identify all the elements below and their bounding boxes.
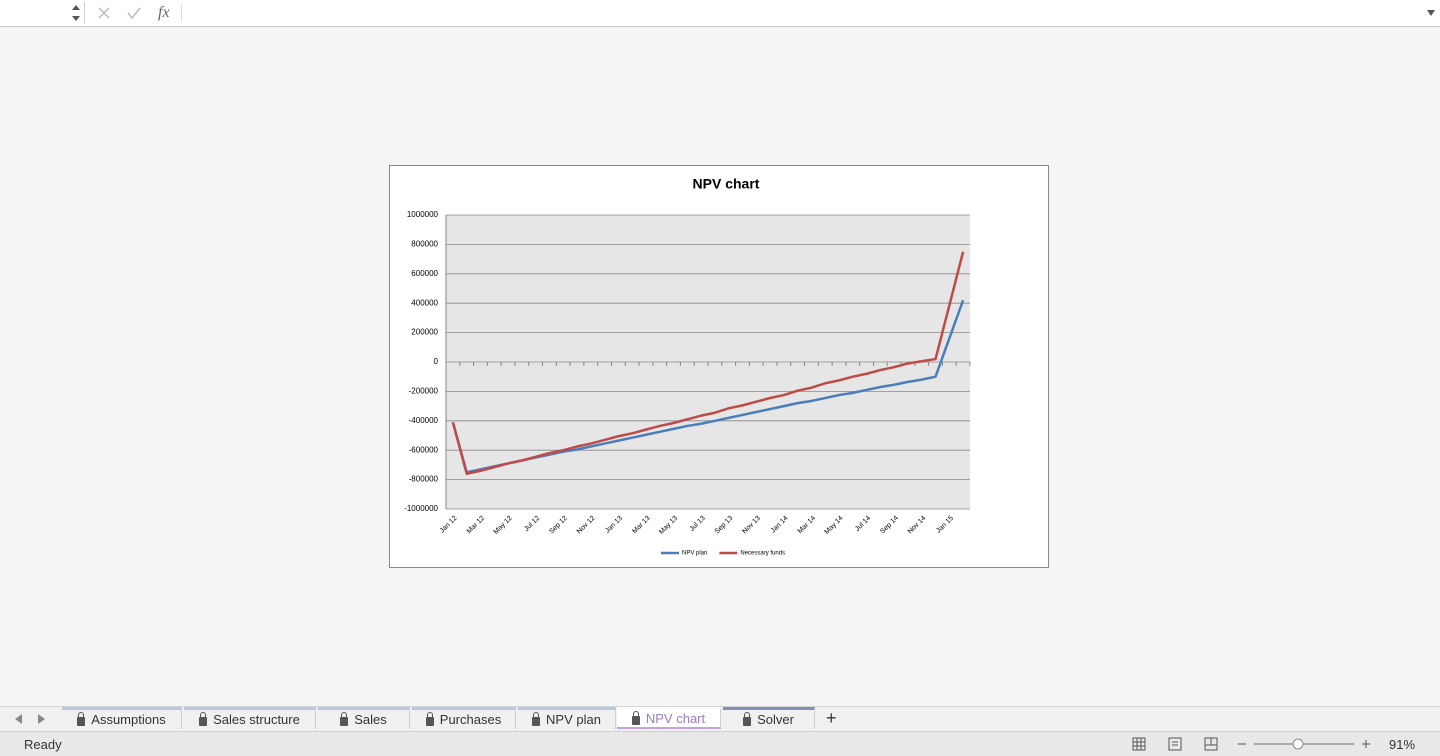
name-box[interactable] <box>0 2 85 24</box>
add-sheet[interactable]: + <box>826 708 837 728</box>
y-tick-label: 1000000 <box>407 210 439 219</box>
formula-bar: fx <box>0 0 1440 27</box>
status-text: Ready <box>24 737 62 752</box>
sheet-tab[interactable]: Sales <box>318 707 410 729</box>
legend-label: Necessary funds <box>740 551 785 557</box>
sheet-tab[interactable]: Solver <box>723 707 815 729</box>
legend-label: NPV plan <box>682 551 707 557</box>
tab-label: Sales <box>354 712 387 727</box>
expand-formula[interactable] <box>1426 8 1436 18</box>
y-tick-label: -800000 <box>409 475 439 484</box>
formula-buttons <box>98 7 141 20</box>
sheet-tab[interactable]: Purchases <box>412 707 516 729</box>
status-bar: Ready 91% <box>0 731 1440 756</box>
y-tick-label: 0 <box>434 357 439 366</box>
y-tick-label: 600000 <box>411 269 438 278</box>
tab-nav[interactable] <box>12 713 52 725</box>
y-tick-label: -400000 <box>409 416 439 425</box>
chart-title: NPV chart <box>693 176 760 192</box>
tab-label: Assumptions <box>91 712 166 727</box>
sheet-tab-active[interactable]: NPV chart <box>617 707 721 729</box>
y-tick-label: -600000 <box>409 445 439 454</box>
series-line <box>451 251 965 475</box>
fx-label[interactable]: fx <box>158 4 170 21</box>
y-tick-label: 800000 <box>411 240 438 249</box>
y-tick-label: -200000 <box>409 387 439 396</box>
tab-label: Sales structure <box>213 712 300 727</box>
sheet-tab-bar: Assumptions Sales structure Sales Purcha… <box>0 706 1440 732</box>
tab-label: NPV chart <box>645 711 706 726</box>
sheet-tab[interactable]: Sales structure <box>184 707 316 729</box>
tab-label: Purchases <box>439 712 502 727</box>
y-tick-label: 400000 <box>411 298 438 307</box>
y-tick-label: 200000 <box>411 328 438 337</box>
tab-label: NPV plan <box>546 712 601 727</box>
view-controls[interactable] <box>1132 737 1372 751</box>
zoom-level[interactable]: 91% <box>1389 737 1416 752</box>
sheet-tab[interactable]: Assumptions <box>62 707 182 729</box>
name-box-spinner[interactable] <box>70 2 82 24</box>
chart: NPV chart -1000000 -800000 -600000 -400000 -… <box>389 165 1049 568</box>
divider <box>181 4 182 22</box>
y-tick-label: -1000000 <box>404 504 438 513</box>
sheet-tab[interactable]: NPV plan <box>518 707 616 729</box>
tab-label: Solver <box>757 712 794 727</box>
